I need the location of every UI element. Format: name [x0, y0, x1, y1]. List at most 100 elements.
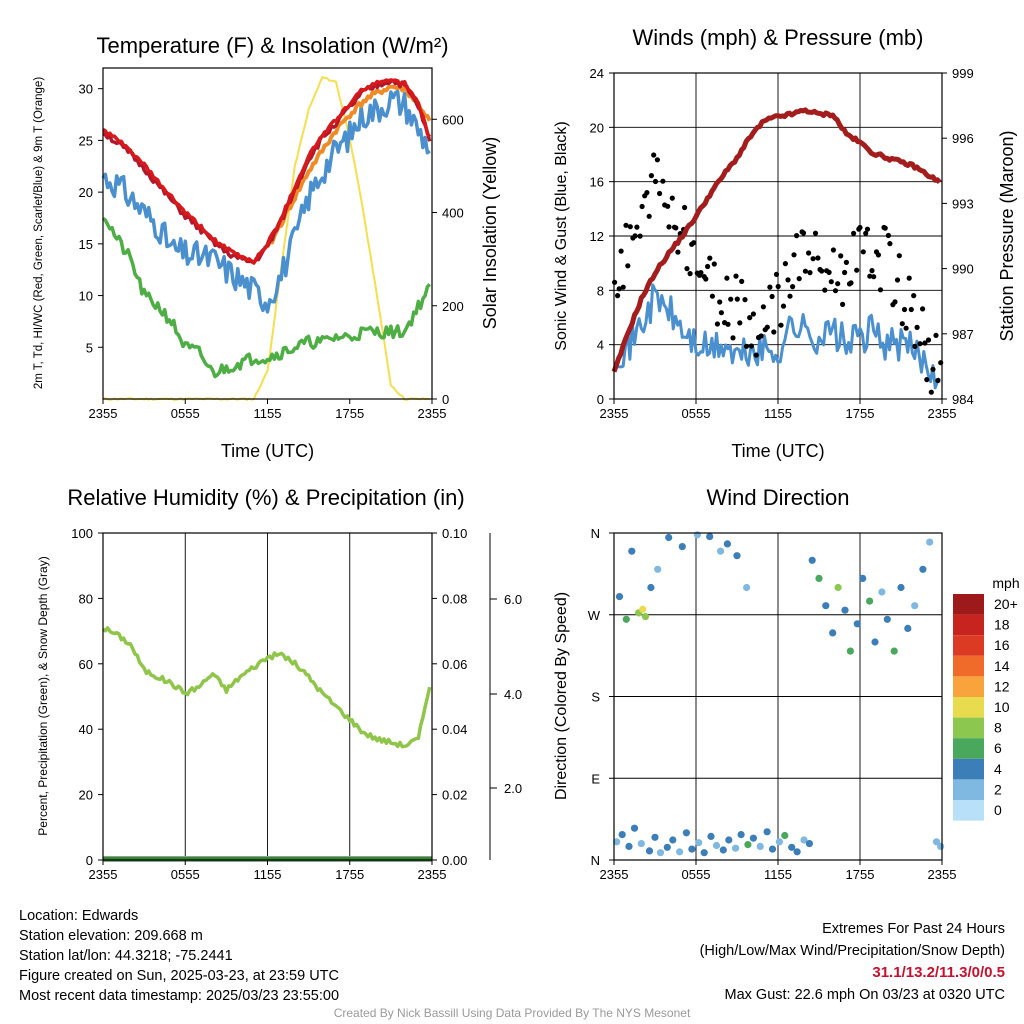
- snow-ytick-label: 4.0: [504, 687, 522, 702]
- direction-point: [719, 846, 727, 854]
- direction-point: [834, 583, 842, 592]
- gust-point: [899, 321, 905, 327]
- gust-point: [863, 230, 869, 236]
- dir-xtick-label: 1155: [764, 867, 792, 882]
- gust-point: [892, 299, 898, 305]
- direction-point: [859, 574, 867, 583]
- gust-point: [794, 233, 800, 239]
- recent-data-text: Most recent data timestamp: 2025/03/23 2…: [19, 988, 340, 1004]
- extremes-title: Extremes For Past 24 Hours: [822, 921, 1005, 937]
- temp-xtick-label: 1755: [335, 406, 364, 421]
- gust-point: [854, 267, 860, 273]
- rh-ytick-label: 40: [79, 722, 93, 737]
- direction-point: [645, 847, 654, 855]
- temp-x-axis-label: Time (UTC): [221, 441, 314, 461]
- direction-point: [937, 842, 945, 851]
- direction-point: [904, 624, 912, 633]
- gust-point: [632, 233, 638, 239]
- station-info: Location: Edwards Station elevation: 209…: [19, 906, 339, 1006]
- gust-point: [785, 277, 791, 283]
- temp-frame: [102, 67, 433, 400]
- legend-label: 6: [994, 740, 1002, 756]
- location-text: Location: Edwards: [19, 908, 139, 924]
- direction-point: [628, 547, 636, 555]
- gust-point: [796, 276, 802, 282]
- temp-xtick-label: 1155: [254, 406, 282, 421]
- gust-point: [737, 320, 743, 326]
- temp-ytick-label: 10: [79, 289, 93, 304]
- max-gust-text: Max Gust: 22.6 mph On 03/23 at 0320 UTC: [724, 987, 1005, 1003]
- legend-label: 14: [994, 658, 1010, 674]
- rh-xtick-label: 1755: [335, 867, 364, 882]
- gust-point: [691, 240, 697, 246]
- gust-point: [901, 306, 908, 313]
- gust-point: [860, 249, 866, 255]
- rh-y2tick-label: 0.02: [442, 788, 467, 803]
- created-text: Figure created on Sun, 2025-03-23, at 23…: [19, 968, 339, 984]
- temp-ytick-label: 5: [86, 340, 93, 355]
- legend-swatch: [953, 655, 984, 677]
- direction-point: [932, 838, 941, 846]
- dir-ytick-label: E: [591, 771, 600, 786]
- temp-ytick-label: 15: [79, 237, 93, 252]
- dir-y-axis-label: Direction (Colored By Speed): [553, 592, 570, 800]
- gust-point: [639, 203, 645, 210]
- direction-point: [737, 831, 745, 839]
- legend-swatch: [953, 635, 984, 656]
- gust-point: [711, 261, 717, 267]
- direction-point: [919, 565, 927, 573]
- rh-ytick-label: 80: [79, 591, 93, 606]
- snow-ytick-label: 6.0: [504, 592, 522, 607]
- legend-label: 2: [994, 781, 1002, 797]
- legend-swatch: [953, 717, 984, 739]
- gust-point: [894, 277, 901, 283]
- gust-point: [922, 340, 928, 346]
- gust-point: [840, 301, 846, 307]
- direction-point: [756, 842, 764, 851]
- rh-xtick-label: 1155: [254, 867, 282, 882]
- dir-chart-title: Wind Direction: [706, 485, 849, 510]
- gust-point: [819, 268, 825, 274]
- direction-point: [871, 638, 879, 646]
- dir-xtick-label: 1755: [846, 867, 875, 882]
- direction-point: [743, 583, 751, 592]
- legend-swatch: [953, 800, 984, 821]
- gust-point: [758, 333, 764, 339]
- gust-point: [842, 269, 848, 276]
- gust-point: [906, 275, 912, 281]
- legend-label: 12: [994, 678, 1010, 694]
- gust-point: [812, 230, 819, 236]
- gust-point: [885, 232, 892, 239]
- direction-point: [800, 836, 808, 844]
- gust-point: [869, 268, 875, 274]
- legend-swatch: [953, 697, 984, 718]
- temp-ytick-label: 25: [79, 133, 93, 148]
- wind-y-axis-label: Sonic Wind & Gust (Blue, Black): [553, 121, 570, 350]
- rh-xtick-label: 2355: [418, 867, 447, 882]
- wind-ytick-label: 0: [597, 392, 604, 407]
- gust-point: [742, 297, 748, 303]
- dir-xtick-label: 0555: [682, 867, 711, 882]
- direction-point: [763, 828, 771, 836]
- direction-point: [846, 647, 855, 655]
- rh-xtick-label: 0555: [171, 867, 200, 882]
- direction-point: [725, 836, 733, 844]
- gust-point: [864, 226, 871, 232]
- gust-point: [935, 377, 941, 384]
- legend-swatch: [953, 614, 984, 636]
- direction-point: [615, 593, 624, 601]
- temp-y2tick-label: 400: [442, 206, 464, 221]
- direction-point: [682, 829, 691, 837]
- dir-xtick-label: 2355: [600, 867, 629, 882]
- legend-swatch: [953, 676, 984, 697]
- gust-point: [625, 263, 631, 269]
- temp-ytick-label: 30: [79, 82, 93, 97]
- gust-point: [739, 278, 745, 284]
- direction-point: [911, 602, 919, 610]
- temp-xtick-label: 2355: [89, 406, 118, 421]
- gust-point: [800, 230, 807, 236]
- gust-point: [843, 259, 850, 265]
- wind-y2tick-label: 999: [952, 66, 974, 81]
- direction-point: [717, 547, 725, 555]
- direction-point: [744, 841, 752, 849]
